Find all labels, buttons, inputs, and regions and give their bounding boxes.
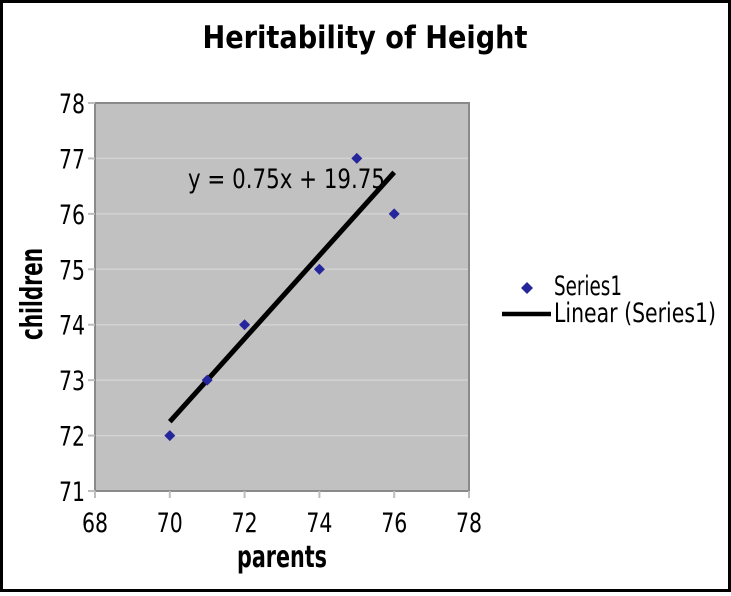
x-tick-label: 70 [157,508,183,539]
y-tick-label: 73 [59,366,85,397]
y-axis-title: children [15,248,50,340]
data-point-diamond [351,152,363,164]
x-tick-label: 68 [82,508,108,539]
y-tick-label: 77 [59,144,85,175]
x-tick-label: 74 [306,508,332,539]
data-point-diamond [388,208,400,220]
y-tick-label: 78 [59,89,85,120]
y-tick-label: 72 [59,422,85,453]
data-point-diamond [201,374,213,386]
series-group [164,152,400,442]
data-point-diamond [164,430,176,442]
legend: Series1 Linear (Series1) [502,271,716,329]
trendline-equation-label: y = 0.75x + 19.75 [188,164,385,195]
x-axis-title: parents [237,540,327,575]
tick-labels-group: 68 70 72 74 76 78 71 72 73 74 75 76 77 78 [59,89,482,539]
gridlines-group [96,157,468,437]
data-point-diamond [313,263,325,275]
ticks-group [88,102,470,498]
x-tick-label: 76 [381,508,407,539]
x-tick-label: 72 [232,508,258,539]
y-tick-label: 76 [59,200,85,231]
data-point-diamond [239,319,251,331]
legend-series1-diamond-icon [521,282,533,294]
legend-linear-label: Linear (Series1) [554,298,716,329]
legend-series1-label: Series1 [554,271,622,302]
x-tick-label: 78 [456,508,482,539]
chart-title: Heritability of Height [203,20,528,56]
y-tick-label: 75 [59,255,85,286]
y-tick-label: 74 [59,311,85,342]
y-tick-label: 71 [59,477,85,508]
